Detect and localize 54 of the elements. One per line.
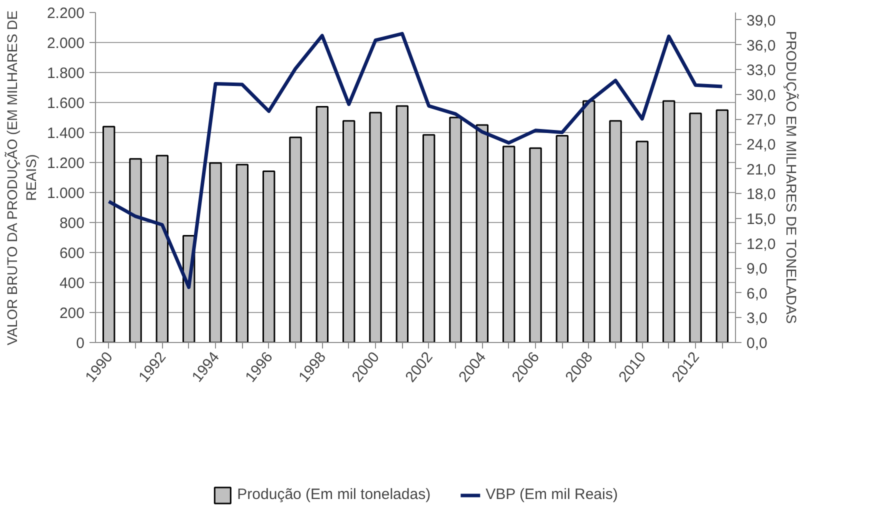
legend-label: VBP (Em mil Reais) [486,486,618,503]
bar [316,106,329,342]
bar [396,105,409,342]
bar [102,126,116,342]
y-tick-label: 2.000 [46,35,85,52]
y2-tick-label: 9,0 [746,260,768,278]
y-tick-label: 1.000 [46,185,85,202]
y2-tick-label: 6,0 [746,285,768,302]
y-tick-label: 400 [59,275,85,292]
bar [156,154,169,342]
y-tick-label: 1.800 [46,65,85,82]
bar [236,164,249,342]
y2-tick-label: 0,0 [746,335,768,352]
y-tick-label: 800 [59,215,85,232]
bar [609,120,622,342]
y-tick-label: 0 [76,335,84,352]
y2-tick-label: 30,0 [746,86,776,104]
y2-tick-label: 33,0 [746,62,776,80]
bar [262,170,276,342]
y2-tick-label: 21,0 [746,161,776,178]
bar [449,116,462,342]
bar [342,120,356,342]
y2-axis-title: PRODUÇÃO EM MILHARES DE TONELADAS [784,30,800,324]
y-tick-label: 1.600 [46,95,85,112]
y2-tick-label: 18,0 [746,186,776,204]
y-tick-label: 1.400 [46,125,85,142]
bar [502,146,516,342]
y2-tick-label: 36,0 [746,37,776,54]
bar [209,162,222,342]
bar [369,112,382,342]
legend-label: Produção (Em mil toneladas) [237,486,431,503]
y-tick-label: 600 [59,245,85,262]
y-tick-label: 1.200 [46,155,85,172]
y2-tick-label: 27,0 [746,112,776,129]
bar [529,147,542,342]
bar [636,140,649,342]
y-tick-label: 2.200 [46,5,85,22]
bar [689,112,702,342]
bar [476,124,489,342]
line-series [107,32,724,290]
y2-tick-label: 3,0 [746,310,768,328]
bar [422,134,436,342]
bar [129,158,142,342]
bar [289,136,302,342]
y2-tick-label: 39,0 [746,12,776,30]
y-tick-label: 200 [59,305,85,322]
y2-tick-label: 12,0 [746,236,776,253]
bar [582,100,596,342]
bar [556,134,569,342]
bar [716,109,729,342]
y-axis-title: VALOR BRUTO DA PRODUÇÃO (EM MILHARES DE REAIS) [4,10,39,346]
y2-tick-label: 15,0 [746,210,776,228]
y2-tick-label: 24,0 [746,136,776,154]
bar [662,100,676,342]
